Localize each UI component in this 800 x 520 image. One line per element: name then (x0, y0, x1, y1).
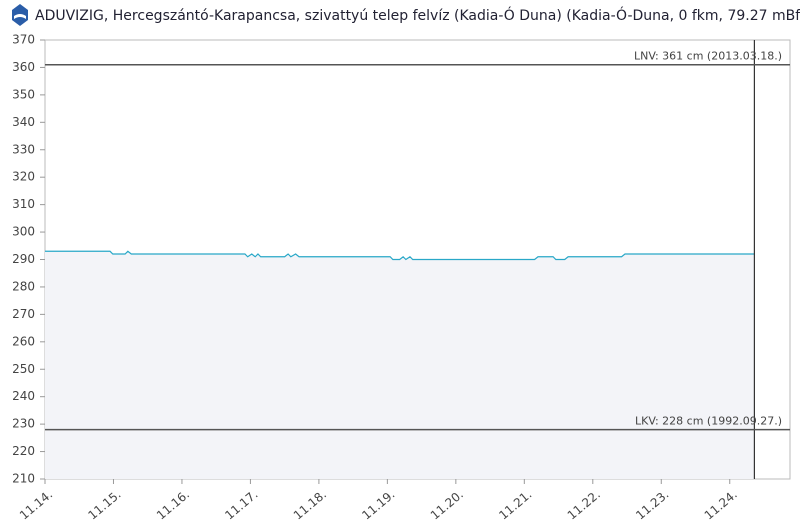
y-tick-label: 280 (12, 279, 35, 293)
x-tick-label: 11.20. (428, 487, 466, 520)
y-tick-label: 210 (12, 472, 35, 486)
y-tick-label: 220 (12, 444, 35, 458)
y-tick-label: 340 (12, 115, 35, 129)
x-tick-label: 11.21. (496, 487, 534, 520)
y-tick-label: 310 (12, 197, 35, 211)
y-tick-label: 360 (12, 60, 35, 74)
y-tick-label: 240 (12, 389, 35, 403)
y-tick-label: 300 (12, 225, 35, 239)
reference-label: LKV: 228 cm (1992.09.27.) (635, 415, 782, 428)
x-tick-label: 11.23. (633, 487, 671, 520)
y-tick-label: 260 (12, 334, 35, 348)
x-tick-label: 11.24. (702, 487, 740, 520)
x-tick-label: 11.18. (291, 487, 329, 520)
y-tick-label: 370 (12, 33, 35, 47)
y-tick-label: 320 (12, 170, 35, 184)
y-tick-label: 350 (12, 87, 35, 101)
line (45, 250, 755, 261)
x-tick-label: 11.17. (222, 487, 260, 520)
x-tick-label: 11.19. (359, 487, 397, 520)
reference-label: LNV: 361 cm (2013.03.18.) (634, 50, 782, 63)
x-tick-label: 11.15. (85, 487, 123, 520)
y-tick-label: 330 (12, 142, 35, 156)
y-tick-label: 270 (12, 307, 35, 321)
x-tick-label: 11.14. (17, 487, 55, 520)
x-tick-label: 11.22. (565, 487, 603, 520)
chart-title: ADUVIZIG, Hercegszántó-Karapancsa, sziva… (35, 6, 800, 24)
area-fill (45, 251, 755, 479)
y-tick-label: 250 (12, 362, 35, 376)
logo (12, 4, 28, 26)
x-tick-label: 11.16. (154, 487, 192, 520)
y-tick-label: 290 (12, 252, 35, 266)
y-tick-label: 230 (12, 417, 35, 431)
